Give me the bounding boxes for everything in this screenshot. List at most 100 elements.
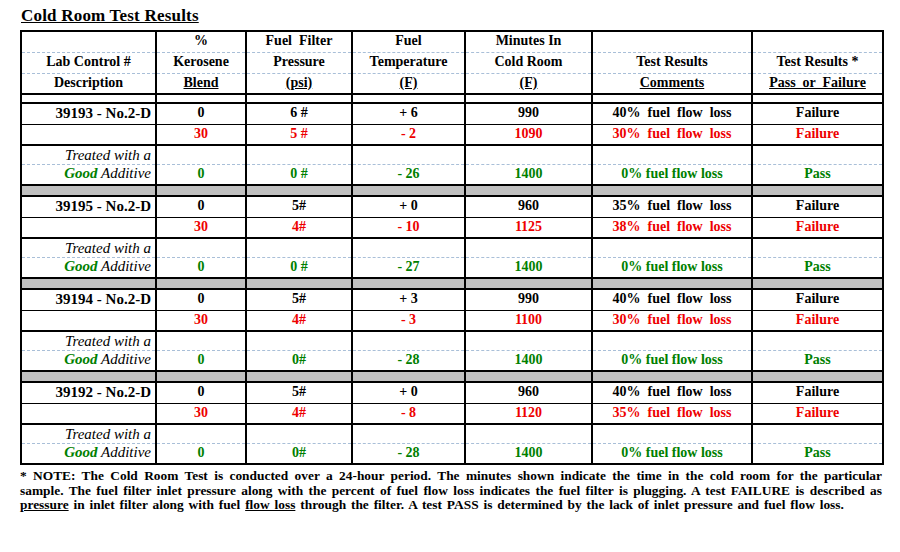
cell-pass-failure: Failure [752, 403, 883, 424]
separator-cell [465, 185, 592, 196]
cell-value: 39195 - No.2-D [56, 198, 151, 214]
additive-name-highlight: Good [64, 165, 97, 181]
header-row: %Fuel FilterFuelMinutes In [21, 31, 883, 52]
cell-value: - 28 [397, 445, 419, 460]
cell-kerosene-blend: 0 [156, 350, 246, 371]
cell-value: 5# [292, 198, 306, 213]
cell-pass-failure [752, 145, 883, 164]
cell-lab-control: Good Additive [21, 164, 156, 185]
header-fuel-temperature: Temperature [352, 52, 465, 73]
cell-value: Failure [796, 405, 839, 420]
cell-value: Failure [796, 198, 839, 213]
cell-kerosene-blend: 0 [156, 382, 246, 403]
cell-fuel-temperature [352, 145, 465, 164]
cell-pass-failure: Pass [752, 257, 883, 278]
cell-value: + 6 [399, 105, 417, 120]
data-row-treated: Good Additive00 #- 2614000% fuel flow lo… [21, 164, 883, 185]
cell-comments: 0% fuel flow loss [592, 443, 752, 464]
cell-value: - 27 [397, 259, 419, 274]
cell-minutes-cold-room [465, 331, 592, 350]
header-comments: Comments [592, 73, 752, 94]
treated-label: Treated with a [65, 240, 151, 256]
separator-cell [246, 185, 352, 196]
separator-cell [21, 185, 156, 196]
treated-label: Treated with a [65, 426, 151, 442]
cell-value: 30 [194, 126, 208, 141]
cell-value: - 28 [397, 352, 419, 367]
cell-fuel-temperature: - 3 [352, 310, 465, 331]
cell-value: 990 [518, 291, 539, 306]
footnote-underlined-term: pressure [20, 497, 69, 512]
cell-lab-control: Good Additive [21, 443, 156, 464]
spacer-cell [352, 94, 465, 103]
header-label: % [194, 33, 208, 48]
data-row-base: 39195 - No.2-D05#+ 096035% fuel flow los… [21, 196, 883, 217]
cell-pass-failure: Failure [752, 124, 883, 145]
cell-lab-control: Treated with a [21, 238, 156, 257]
treated-label: Treated with a [65, 333, 151, 349]
separator-cell [21, 278, 156, 289]
cell-value: 5# [292, 291, 306, 306]
cell-minutes-cold-room: 990 [465, 103, 592, 124]
header-label: (F) [400, 75, 418, 90]
cell-comments: 40% fuel flow loss [592, 103, 752, 124]
cell-fuel-temperature: + 3 [352, 289, 465, 310]
cell-filter-pressure: 0 # [246, 164, 352, 185]
additive-name-rest: Additive [98, 444, 151, 460]
cell-comments [592, 424, 752, 443]
cell-value: 0# [292, 352, 306, 367]
cell-value: 40% fuel flow loss [613, 105, 732, 120]
cell-value: 30% fuel flow loss [613, 126, 732, 141]
cell-value: Pass [804, 445, 830, 460]
cell-kerosene-blend [156, 331, 246, 350]
header-minutes-cold-room: (F) [465, 73, 592, 94]
cell-value: 38% fuel flow loss [613, 219, 732, 234]
cell-kerosene-blend: 30 [156, 217, 246, 238]
cell-filter-pressure: 5# [246, 196, 352, 217]
page-title: Cold Room Test Results [21, 6, 883, 26]
treated-label-row: Treated with a [21, 424, 883, 443]
header-filter-pressure: Fuel Filter [246, 31, 352, 52]
cell-value: 1400 [515, 166, 543, 181]
cell-pass-failure [752, 331, 883, 350]
cell-value: 0 # [290, 166, 308, 181]
cell-kerosene-blend: 0 [156, 257, 246, 278]
cell-kerosene-blend: 30 [156, 310, 246, 331]
additive-name-highlight: Good [64, 258, 97, 274]
table-body: 39193 - No.2-D06 #+ 699040% fuel flow lo… [21, 94, 883, 464]
cell-comments [592, 331, 752, 350]
cell-value: 1125 [515, 219, 542, 234]
cell-filter-pressure: 0# [246, 350, 352, 371]
cell-value: - 3 [401, 312, 416, 327]
cell-value: - 2 [401, 126, 416, 141]
cell-lab-control: Treated with a [21, 424, 156, 443]
cell-lab-control: Good Additive [21, 257, 156, 278]
separator-cell [465, 371, 592, 382]
cell-fuel-temperature: - 8 [352, 403, 465, 424]
spacer-cell [21, 94, 156, 103]
document-page: Cold Room Test Results %Fuel FilterFuelM… [0, 0, 900, 513]
cell-filter-pressure: 0# [246, 443, 352, 464]
cell-minutes-cold-room: 1100 [465, 310, 592, 331]
separator-row [21, 278, 883, 289]
cell-value: 0 [198, 259, 205, 274]
cell-comments [592, 238, 752, 257]
cell-comments: 35% fuel flow loss [592, 403, 752, 424]
cell-value: 1400 [515, 445, 543, 460]
header-comments [592, 31, 752, 52]
header-label: Test Results [636, 54, 707, 69]
cell-value: 0 [198, 445, 205, 460]
header-label: Pass or Failure [769, 75, 866, 90]
cell-pass-failure: Failure [752, 310, 883, 331]
cell-value: Failure [796, 105, 839, 120]
separator-row [21, 185, 883, 196]
separator-cell [21, 371, 156, 382]
additive-name-rest: Additive [98, 351, 151, 367]
cell-value: - 8 [401, 405, 416, 420]
cell-fuel-temperature [352, 331, 465, 350]
header-label: Temperature [370, 54, 448, 69]
cell-value: 5# [292, 384, 306, 399]
header-label: Fuel [395, 33, 421, 48]
cell-comments: 0% fuel flow loss [592, 350, 752, 371]
separator-cell [752, 185, 883, 196]
